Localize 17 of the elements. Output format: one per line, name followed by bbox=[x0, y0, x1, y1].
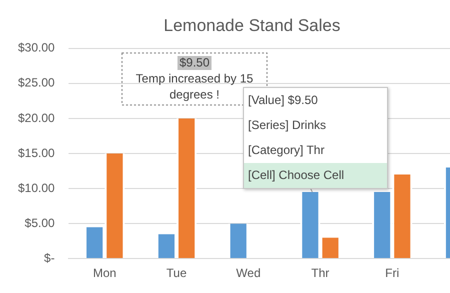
y-tick-label: $15.00 bbox=[18, 146, 56, 160]
x-tick-label: Mon bbox=[92, 266, 116, 280]
x-tick-label: Tue bbox=[166, 266, 187, 280]
y-tick-label: $10.00 bbox=[18, 180, 56, 195]
chart-title: Lemonade Stand Sales bbox=[164, 16, 340, 35]
y-tick-label: $20.00 bbox=[18, 110, 56, 125]
annotation: [Category] Thr bbox=[247, 142, 326, 159]
x-tick-label: Wed bbox=[236, 266, 261, 280]
y-tick-label: $5.00 bbox=[24, 216, 56, 230]
annotation: [Cell] Choose Cell bbox=[244, 163, 387, 188]
y-tick-label: $30.00 bbox=[18, 40, 56, 55]
y-tick-label: $- bbox=[44, 250, 55, 265]
annotation: [Value] $9.50 bbox=[247, 92, 319, 109]
annotation: [Series] Drinks bbox=[247, 117, 328, 134]
x-tick-label: Fri bbox=[385, 266, 400, 280]
y-tick-label: $25.00 bbox=[18, 76, 56, 90]
x-tick-label: Thr bbox=[311, 266, 330, 280]
